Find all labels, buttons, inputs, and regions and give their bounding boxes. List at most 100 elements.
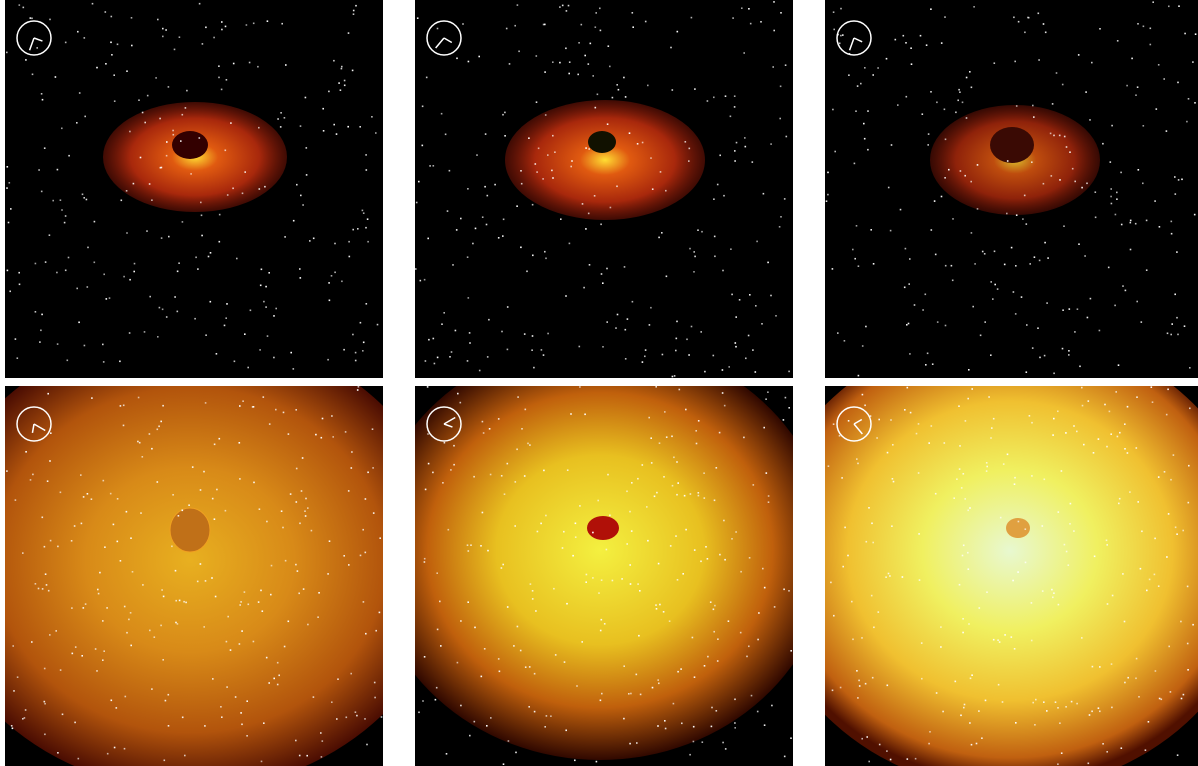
star (857, 374, 860, 377)
star (624, 358, 627, 360)
star (854, 257, 856, 260)
star (265, 656, 268, 659)
star (1154, 670, 1157, 672)
star (112, 523, 115, 526)
star (116, 498, 119, 500)
star (93, 220, 96, 223)
star (598, 592, 600, 594)
star (927, 144, 929, 146)
star (853, 162, 856, 165)
disk (505, 100, 705, 220)
star (703, 497, 706, 499)
star (83, 197, 85, 199)
star (1111, 594, 1114, 597)
star (865, 325, 867, 328)
star (1182, 529, 1184, 532)
star (773, 29, 775, 32)
star (1068, 308, 1071, 310)
star (1030, 602, 1033, 604)
star (716, 660, 719, 662)
star (710, 725, 713, 728)
star (1033, 116, 1035, 118)
star (1177, 333, 1179, 336)
star (531, 203, 534, 206)
star (566, 469, 569, 471)
star (603, 623, 606, 625)
star (104, 11, 107, 13)
star (91, 397, 93, 399)
star (268, 423, 271, 425)
star (629, 564, 631, 566)
star (887, 572, 890, 575)
star (831, 268, 834, 270)
star (225, 317, 227, 319)
star (540, 522, 542, 525)
star (1134, 222, 1137, 225)
star (1086, 182, 1088, 185)
star (310, 529, 313, 532)
star (964, 174, 966, 177)
star (462, 23, 464, 25)
star (1122, 285, 1124, 287)
star (1060, 752, 1063, 754)
star (714, 255, 716, 258)
star (842, 565, 844, 568)
star (1163, 471, 1166, 473)
star (940, 646, 942, 648)
star (1043, 701, 1045, 703)
star (122, 404, 125, 407)
star (664, 727, 667, 730)
star (600, 223, 602, 226)
star (52, 199, 54, 202)
star (172, 133, 175, 136)
star (675, 535, 677, 537)
star (126, 70, 128, 72)
star (1059, 179, 1061, 181)
star (47, 589, 50, 592)
star (1076, 308, 1079, 310)
star (545, 514, 547, 517)
star (161, 589, 163, 591)
star (505, 27, 508, 30)
star (1186, 585, 1189, 588)
star (655, 608, 658, 610)
star (595, 760, 598, 763)
star (554, 654, 557, 656)
star (502, 218, 505, 221)
star (18, 283, 21, 286)
star (958, 405, 960, 407)
star (49, 634, 51, 636)
star (1088, 714, 1091, 716)
star (930, 229, 933, 231)
star (1124, 289, 1127, 292)
star (77, 30, 79, 33)
star (547, 332, 549, 335)
star (611, 96, 614, 99)
star (456, 661, 459, 664)
star (1174, 176, 1176, 178)
star (350, 467, 353, 469)
star (636, 143, 639, 145)
star (935, 692, 938, 694)
star (1147, 721, 1150, 723)
star (516, 448, 518, 451)
star (1031, 421, 1033, 424)
star (129, 612, 132, 614)
star (260, 268, 263, 271)
star (419, 279, 422, 282)
star (554, 151, 556, 153)
star (40, 329, 42, 332)
star (782, 419, 785, 421)
star (233, 360, 236, 363)
star (302, 588, 305, 590)
star (565, 10, 568, 12)
star (779, 85, 782, 88)
star (561, 4, 564, 7)
star (275, 307, 277, 310)
star (676, 493, 678, 496)
star (585, 581, 587, 583)
star (616, 313, 619, 316)
star (11, 727, 14, 730)
star (162, 27, 164, 30)
star (517, 396, 519, 398)
